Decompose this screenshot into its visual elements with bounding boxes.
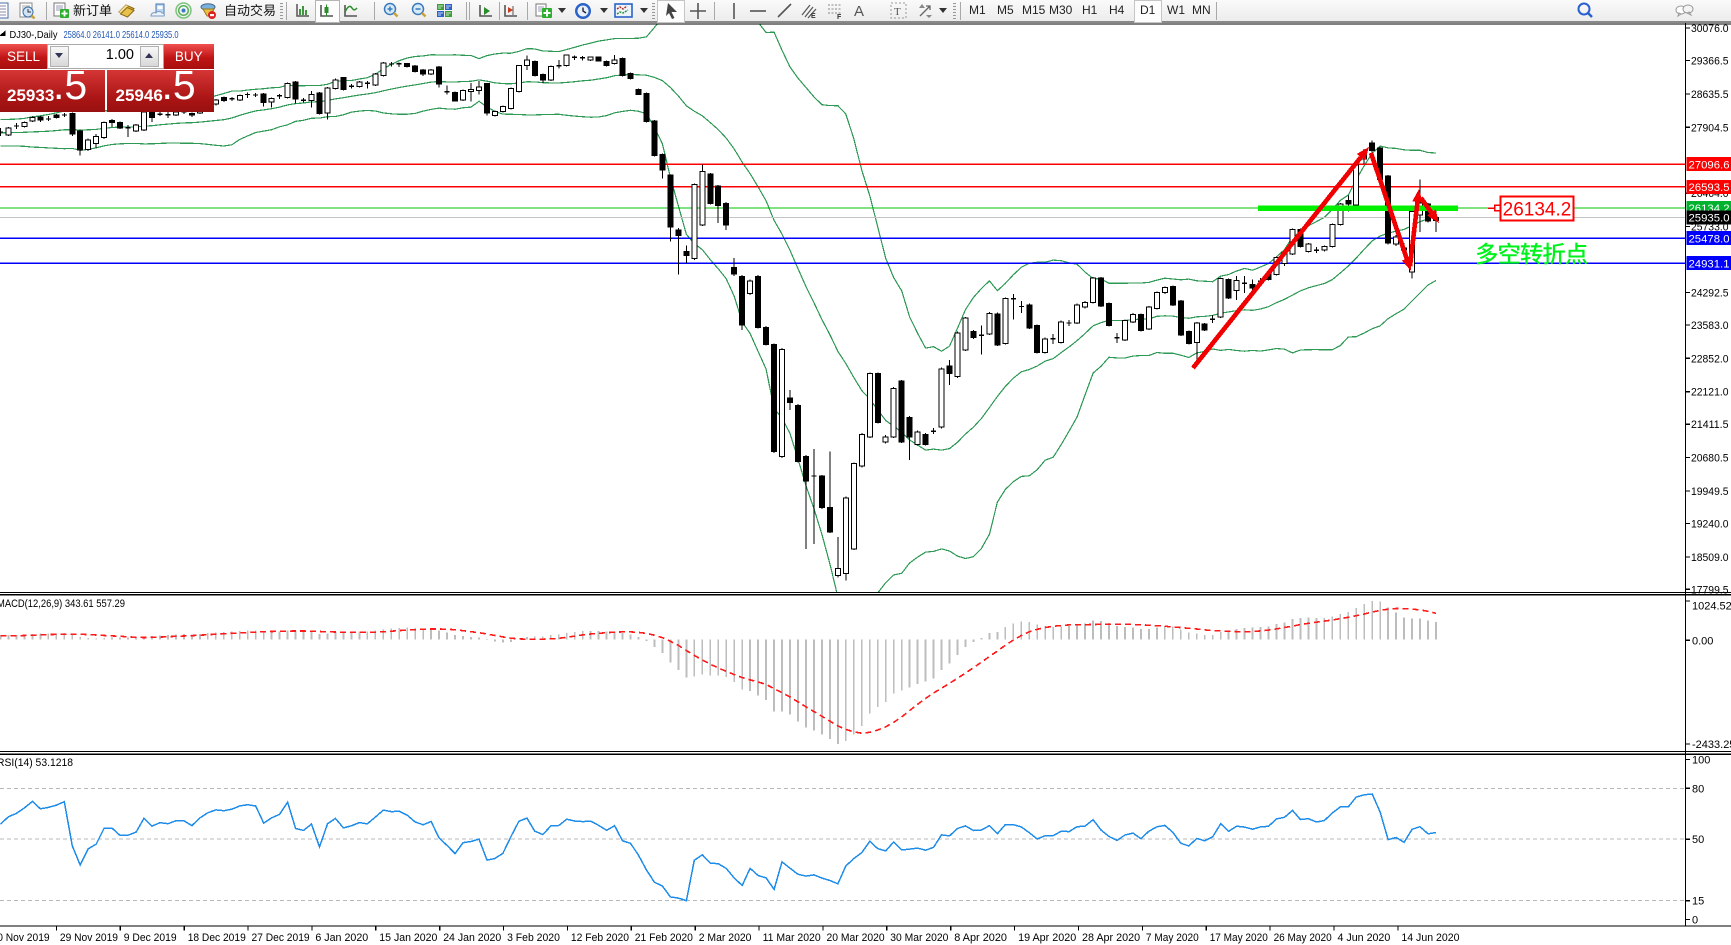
- svg-text:19949.5: 19949.5: [1691, 486, 1729, 498]
- svg-text:26 May 2020: 26 May 2020: [1274, 932, 1332, 944]
- svg-text:17 May 2020: 17 May 2020: [1210, 932, 1268, 944]
- svg-text:A: A: [854, 3, 864, 20]
- svg-text:28635.5: 28635.5: [1691, 89, 1729, 101]
- svg-text:19 Apr 2020: 19 Apr 2020: [1018, 932, 1076, 944]
- svg-text:0.00: 0.00: [1692, 635, 1713, 647]
- svg-text:25864.0 26141.0 25614.0 25935.: 25864.0 26141.0 25614.0 25935.0: [64, 29, 179, 41]
- svg-text:27 Dec 2019: 27 Dec 2019: [252, 932, 310, 944]
- svg-text:7 May 2020: 7 May 2020: [1146, 932, 1199, 944]
- svg-text:20 Nov 2019: 20 Nov 2019: [0, 932, 50, 944]
- svg-text:24292.5: 24292.5: [1691, 287, 1729, 299]
- svg-text:30076.0: 30076.0: [1691, 23, 1729, 35]
- svg-text:25935.0: 25935.0: [1689, 213, 1730, 225]
- svg-text:80: 80: [1692, 783, 1704, 795]
- svg-text:25733.0: 25733.0: [1691, 222, 1729, 234]
- svg-text:19240.0: 19240.0: [1691, 518, 1729, 530]
- svg-text:15: 15: [1692, 896, 1704, 908]
- svg-text:RSI(14) 53.1218: RSI(14) 53.1218: [0, 757, 73, 769]
- svg-text:F: F: [837, 14, 842, 20]
- svg-text:20 Mar 2020: 20 Mar 2020: [827, 932, 885, 944]
- svg-text:18509.0: 18509.0: [1691, 552, 1729, 564]
- svg-text:26593.5: 26593.5: [1689, 182, 1730, 194]
- svg-text:DJ30-,Daily: DJ30-,Daily: [10, 29, 59, 41]
- svg-text:22852.0: 22852.0: [1691, 353, 1729, 365]
- svg-text:26134.2: 26134.2: [1503, 200, 1572, 221]
- svg-text:15 Jan 2020: 15 Jan 2020: [379, 932, 437, 944]
- svg-text:12 Feb 2020: 12 Feb 2020: [571, 932, 629, 944]
- svg-text:T: T: [894, 6, 901, 18]
- svg-text:MACD(12,26,9) 343.61 557.29: MACD(12,26,9) 343.61 557.29: [0, 598, 125, 610]
- svg-text:17799.5: 17799.5: [1691, 584, 1729, 596]
- svg-text:6 Jan 2020: 6 Jan 2020: [315, 932, 368, 944]
- svg-text:-2433.25: -2433.25: [1692, 739, 1731, 751]
- svg-text:21 Feb 2020: 21 Feb 2020: [635, 932, 693, 944]
- svg-text:28 Apr 2020: 28 Apr 2020: [1082, 932, 1140, 944]
- svg-text:3 Feb 2020: 3 Feb 2020: [507, 932, 560, 944]
- svg-text:25478.0: 25478.0: [1689, 233, 1730, 245]
- svg-text:24931.1: 24931.1: [1689, 258, 1730, 270]
- svg-text:14 Jun 2020: 14 Jun 2020: [1401, 932, 1459, 944]
- svg-text:27904.5: 27904.5: [1691, 122, 1729, 134]
- svg-text:27096.6: 27096.6: [1689, 159, 1730, 171]
- svg-text:24 Jan 2020: 24 Jan 2020: [443, 932, 501, 944]
- svg-text:50: 50: [1692, 834, 1704, 846]
- svg-text:4 Jun 2020: 4 Jun 2020: [1338, 932, 1391, 944]
- svg-text:8 Apr 2020: 8 Apr 2020: [954, 932, 1007, 944]
- svg-text:E: E: [811, 13, 816, 20]
- svg-text:100: 100: [1692, 755, 1710, 767]
- svg-text:11 Mar 2020: 11 Mar 2020: [763, 932, 821, 944]
- svg-text:2 Mar 2020: 2 Mar 2020: [699, 932, 752, 944]
- svg-text:23583.0: 23583.0: [1691, 320, 1729, 332]
- svg-text:29 Nov 2019: 29 Nov 2019: [60, 932, 118, 944]
- svg-text:1024.52: 1024.52: [1692, 601, 1731, 613]
- svg-text:21411.5: 21411.5: [1691, 419, 1729, 431]
- svg-text:9 Dec 2019: 9 Dec 2019: [124, 932, 177, 944]
- svg-text:22121.0: 22121.0: [1691, 387, 1729, 399]
- svg-text:29366.5: 29366.5: [1691, 55, 1729, 67]
- svg-text:0: 0: [1692, 915, 1698, 927]
- svg-text:30 Mar 2020: 30 Mar 2020: [890, 932, 948, 944]
- svg-text:18 Dec 2019: 18 Dec 2019: [188, 932, 246, 944]
- svg-text:20680.5: 20680.5: [1691, 453, 1729, 465]
